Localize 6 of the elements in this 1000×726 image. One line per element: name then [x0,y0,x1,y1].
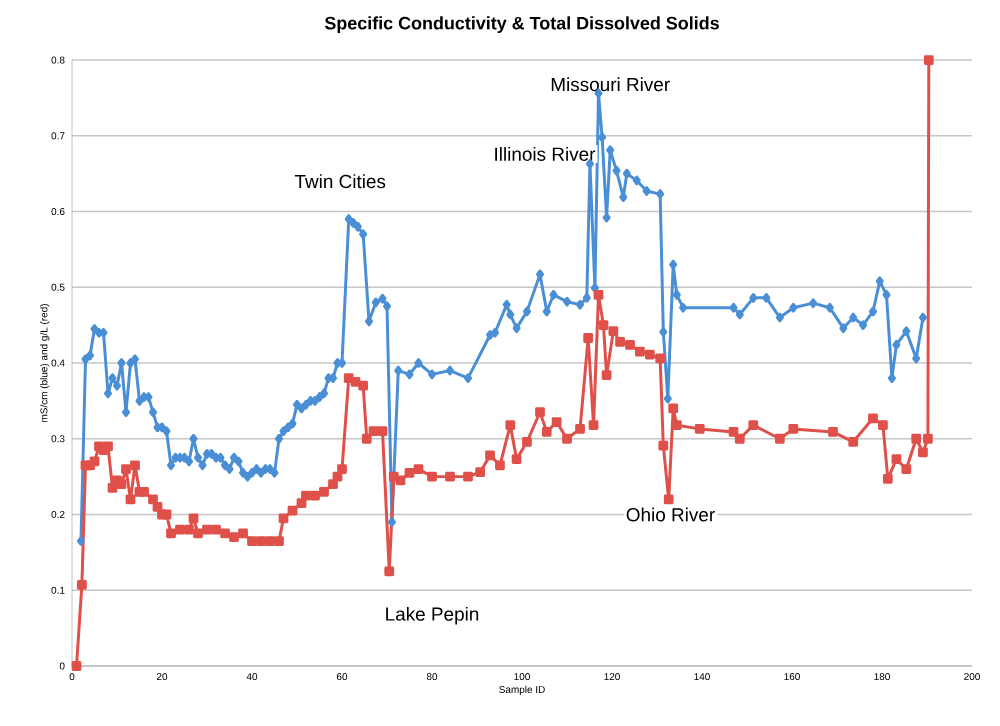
annotation: Missouri River [551,77,670,92]
annotation: Lake Pepin [386,606,479,625]
annotation: Ohio River [626,507,715,522]
annotation: Twin Cities [294,174,386,189]
annotation: Illinois River [495,146,596,161]
chart-title: Specific Conductivity & Total Dissolved Solids [324,16,719,34]
